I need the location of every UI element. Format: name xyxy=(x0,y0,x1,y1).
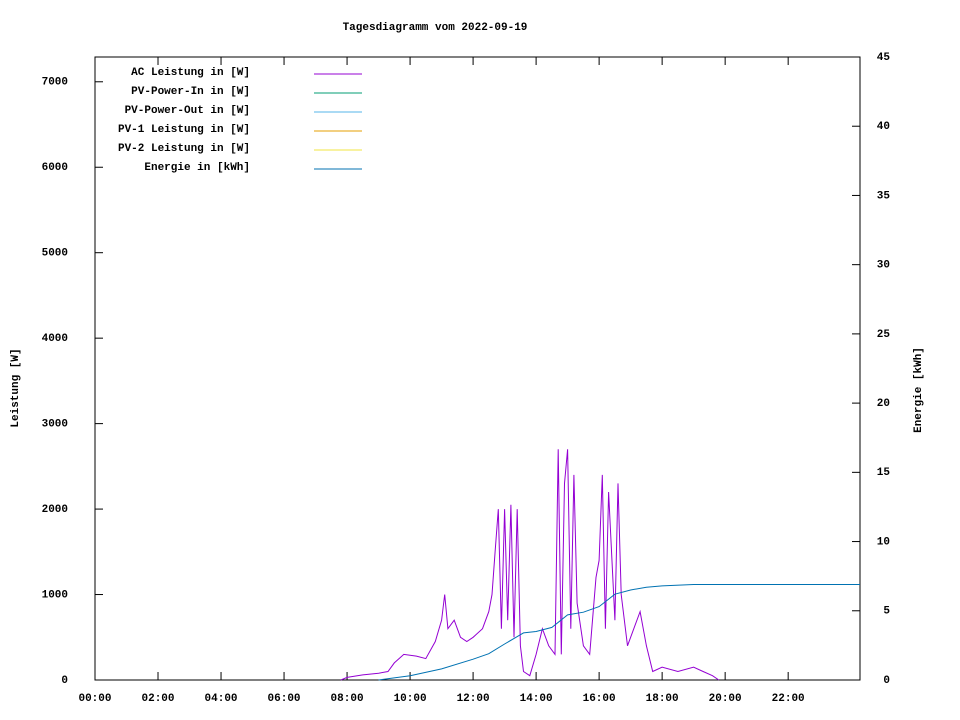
series-line xyxy=(378,584,860,681)
x-tick-label: 02:00 xyxy=(142,693,175,705)
legend-label: PV-Power-Out in [W] xyxy=(125,105,250,117)
y2-tick-label: 25 xyxy=(877,329,891,341)
legend-label: PV-Power-In in [W] xyxy=(131,86,250,98)
y-tick-label: 1000 xyxy=(42,589,68,601)
x-tick-label: 22:00 xyxy=(772,693,805,705)
y-tick-label: 7000 xyxy=(42,77,68,89)
y2-tick-label: 10 xyxy=(877,536,890,548)
y2-tick-label: 20 xyxy=(877,398,890,410)
y-tick-label: 6000 xyxy=(42,162,68,174)
x-tick-label: 18:00 xyxy=(646,693,679,705)
legend-label: AC Leistung in [W] xyxy=(131,67,250,79)
x-tick-label: 12:00 xyxy=(457,693,490,705)
y-tick-label: 3000 xyxy=(42,419,68,431)
y-tick-label: 5000 xyxy=(42,248,68,260)
legend-label: PV-2 Leistung in [W] xyxy=(118,143,250,155)
y-tick-label: 2000 xyxy=(42,504,68,516)
series-line xyxy=(340,449,720,681)
y2-tick-label: 5 xyxy=(883,606,890,618)
x-tick-label: 00:00 xyxy=(78,693,111,705)
legend-label: Energie in [kWh] xyxy=(144,162,250,174)
y2-tick-label: 15 xyxy=(877,467,891,479)
y2-tick-label: 30 xyxy=(877,260,890,272)
y2-axis-label: Energie [kWh] xyxy=(913,347,925,433)
x-tick-label: 06:00 xyxy=(268,693,301,705)
x-tick-label: 14:00 xyxy=(520,693,553,705)
y-tick-label: 4000 xyxy=(42,333,68,345)
x-tick-label: 10:00 xyxy=(394,693,427,705)
x-tick-label: 20:00 xyxy=(709,693,742,705)
legend-label: PV-1 Leistung in [W] xyxy=(118,124,250,136)
chart-title: Tagesdiagramm vom 2022-09-19 xyxy=(343,22,528,34)
y-tick-label: 0 xyxy=(61,675,68,687)
x-tick-label: 04:00 xyxy=(205,693,238,705)
y-axis-label: Leistung [W] xyxy=(10,348,22,427)
x-tick-label: 08:00 xyxy=(331,693,364,705)
y2-tick-label: 35 xyxy=(877,190,891,202)
plot-frame xyxy=(94,56,861,681)
y2-tick-label: 0 xyxy=(883,675,890,687)
x-tick-label: 16:00 xyxy=(583,693,616,705)
y2-tick-label: 40 xyxy=(877,121,890,133)
y2-tick-label: 45 xyxy=(877,52,891,64)
